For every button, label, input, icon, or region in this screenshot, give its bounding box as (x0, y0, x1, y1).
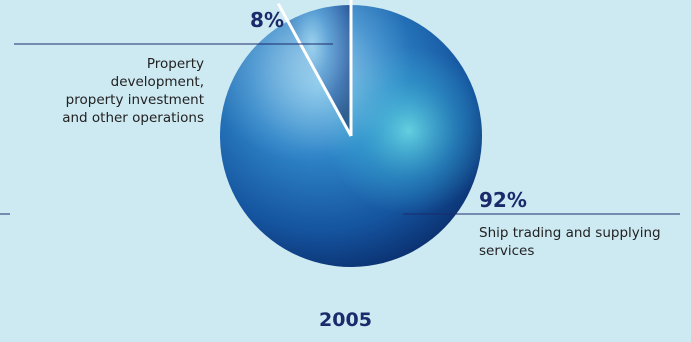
slice-small-description: Property development, property investmen… (54, 55, 204, 127)
chart-year-title: 2005 (319, 309, 372, 331)
slice-small-percent-label: 8% (250, 8, 284, 32)
slice-small-description-text: Property development, property investmen… (62, 56, 204, 126)
slice-large-description: Ship trading and supplying services (479, 224, 679, 260)
slice-divider-angled (276, 2, 353, 137)
slice-large-percent-label: 92% (479, 188, 527, 212)
slice-large-description-text: Ship trading and supplying services (479, 225, 661, 259)
